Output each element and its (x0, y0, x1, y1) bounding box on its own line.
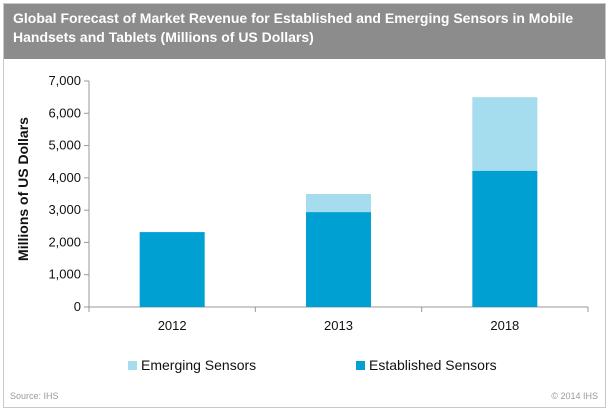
bar-emerging-sensors-2013 (306, 194, 371, 213)
legend: Emerging Sensors Established Sensors (128, 357, 497, 373)
y-tick-label: 1,000 (48, 267, 81, 282)
bar-established-sensors-2018 (472, 170, 538, 307)
y-tick-label: 7,000 (48, 73, 81, 88)
y-tick-label: 4,000 (48, 170, 81, 185)
copyright-note: © 2014 IHS (551, 391, 598, 401)
y-tick-label: 0 (74, 299, 81, 314)
x-tick-label: 2018 (490, 318, 519, 333)
legend-swatch-emerging-sensors (128, 361, 137, 370)
bar-established-sensors-2013 (306, 212, 371, 307)
legend-label-established-sensors: Established Sensors (369, 357, 497, 373)
x-axis: 2012 2013 2018 (88, 306, 589, 333)
chart-title: Global Forecast of Market Revenue for Es… (13, 10, 574, 45)
legend-label-emerging-sensors: Emerging Sensors (141, 357, 256, 373)
y-tick-label: 2,000 (48, 234, 81, 249)
y-axis: 0 1,000 2,000 3,000 4,000 5,000 6,000 7,000 (48, 73, 90, 314)
bars (139, 97, 538, 307)
x-tick-label: 2012 (158, 318, 187, 333)
title-bar: Global Forecast of Market Revenue for Es… (4, 4, 605, 59)
x-tick-label: 2013 (324, 318, 353, 333)
y-tick-label: 3,000 (48, 202, 81, 217)
bar-emerging-sensors-2018 (472, 97, 538, 171)
y-axis-label: Millions of US Dollars (15, 117, 31, 261)
y-tick-label: 6,000 (48, 105, 81, 120)
legend-swatch-established-sensors (356, 361, 365, 370)
source-note: Source: IHS (10, 391, 59, 401)
bar-established-sensors-2012 (139, 232, 205, 307)
y-tick-label: 5,000 (48, 138, 81, 153)
